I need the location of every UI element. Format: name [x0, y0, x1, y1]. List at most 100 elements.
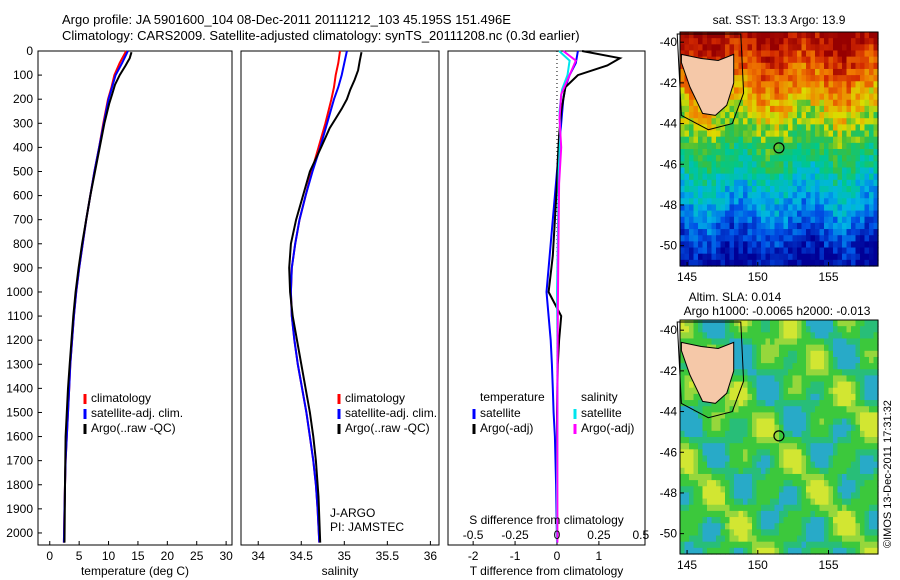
heatmap-cell [806, 149, 812, 156]
x-tick-label: 36 [424, 549, 438, 563]
heatmap-cell [689, 235, 695, 242]
heatmap-cell [842, 449, 848, 457]
heatmap-cell [761, 498, 767, 506]
heatmap-cell [711, 430, 717, 438]
heatmap-cell [783, 50, 789, 58]
heatmap-cell [693, 541, 699, 549]
heatmap-cell [752, 38, 758, 45]
heatmap-cell [738, 112, 744, 119]
heatmap-cell [855, 418, 861, 426]
heatmap-cell [770, 99, 776, 107]
heatmap-cell [743, 400, 749, 407]
heatmap-cell [693, 498, 699, 506]
heatmap-cell [779, 136, 785, 144]
heatmap-cell [729, 381, 735, 389]
heatmap-cell [846, 198, 852, 206]
heatmap-cell [860, 473, 866, 481]
heatmap-cell [720, 393, 726, 401]
heatmap-cell [738, 99, 744, 107]
heatmap-cell [752, 504, 758, 512]
heatmap-cell [869, 149, 875, 156]
heatmap-cell [819, 204, 825, 212]
heatmap-cell [860, 369, 866, 377]
heatmap-cell [837, 229, 843, 236]
heatmap-cell [846, 235, 852, 242]
heatmap-cell [716, 130, 722, 138]
heatmap-cell [815, 332, 821, 340]
heatmap-cell [680, 112, 686, 119]
heatmap-cell [765, 87, 771, 95]
heatmap-cell [824, 259, 830, 267]
heatmap-cell [779, 517, 785, 524]
heatmap-cell [747, 344, 753, 352]
heatmap-cell [860, 173, 866, 181]
heatmap-cell [873, 161, 879, 169]
heatmap-cell [855, 93, 861, 101]
heatmap-cell [855, 412, 861, 420]
y-tick-label: 1100 [7, 309, 33, 323]
heatmap-cell [698, 235, 704, 242]
heatmap-cell [752, 253, 758, 261]
heatmap-cell [828, 149, 834, 156]
heatmap-cell [855, 247, 861, 255]
heatmap-cell [824, 467, 830, 475]
heatmap-cell [851, 253, 857, 261]
heatmap-cell [869, 142, 875, 150]
heatmap-cell [743, 173, 749, 181]
heatmap-cell [765, 259, 771, 267]
heatmap-cell [783, 535, 789, 543]
heatmap-cell [698, 229, 704, 236]
heatmap-cell [792, 461, 798, 469]
heatmap-cell [783, 338, 789, 346]
heatmap-cell [761, 393, 767, 401]
heatmap-cell [707, 326, 713, 333]
heatmap-cell [851, 461, 857, 469]
heatmap-cell [869, 486, 875, 494]
heatmap-cell [707, 541, 713, 549]
heatmap-cell [680, 375, 686, 383]
heatmap-cell [788, 480, 794, 487]
heatmap-cell [833, 75, 839, 82]
heatmap-cell [743, 332, 749, 340]
heatmap-cell [770, 523, 776, 530]
heatmap-cell [783, 105, 789, 113]
heatmap-cell [711, 326, 717, 333]
heatmap-cell [707, 204, 713, 212]
heatmap-cell [851, 105, 857, 113]
heatmap-cell [738, 492, 744, 500]
heatmap-cell [765, 326, 771, 333]
heatmap-cell [707, 424, 713, 432]
heatmap-cell [846, 338, 852, 346]
heatmap-cell [801, 467, 807, 475]
heatmap-cell [747, 222, 753, 230]
heatmap-cell [815, 320, 821, 327]
heatmap-cell [756, 369, 762, 377]
heatmap-cell [864, 75, 870, 82]
heatmap-cell [761, 437, 767, 444]
heatmap-cell [765, 253, 771, 261]
heatmap-cell [828, 461, 834, 469]
heatmap-cell [761, 112, 767, 119]
heatmap-cell [729, 418, 735, 426]
heatmap-cell [824, 492, 830, 500]
heatmap-cell [860, 81, 866, 89]
heatmap-cell [837, 523, 843, 530]
heatmap-cell [720, 142, 726, 150]
heatmap-cell [819, 167, 825, 175]
heatmap-cell [684, 105, 690, 113]
heatmap-cell [824, 412, 830, 420]
heatmap-cell [801, 222, 807, 230]
heatmap-cell [846, 222, 852, 230]
heatmap-cell [761, 350, 767, 358]
heatmap-cell [842, 173, 848, 181]
heatmap-cell [743, 198, 749, 206]
heatmap-cell [756, 259, 762, 267]
heatmap-cell [738, 75, 744, 82]
heatmap-cell [765, 155, 771, 162]
heatmap-cell [680, 167, 686, 175]
heatmap-cell [810, 99, 816, 107]
heatmap-cell [774, 155, 780, 162]
heatmap-cell [770, 112, 776, 119]
heatmap-cell [770, 486, 776, 494]
heatmap-cell [756, 350, 762, 358]
